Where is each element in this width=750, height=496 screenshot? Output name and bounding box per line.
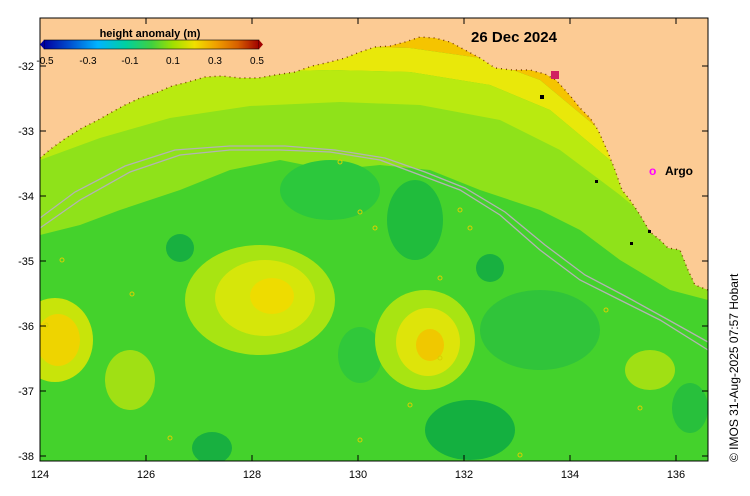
argo-float-marker <box>603 307 609 313</box>
argo-legend-label: Argo <box>665 164 693 178</box>
anomaly-band-yellowgreen <box>40 88 708 300</box>
date-label: 26 Dec 2024 <box>471 29 558 46</box>
argo-float-marker <box>407 402 413 408</box>
y-tick-label: -36 <box>18 321 34 333</box>
coastline <box>40 36 708 291</box>
colorbar-gradient <box>43 39 260 50</box>
anomaly-patch-green-8 <box>672 383 708 433</box>
island-2 <box>595 180 598 183</box>
colorbar-arrow-low <box>40 40 44 49</box>
y-tick-label: -38 <box>18 451 34 463</box>
argo-float-marker <box>637 405 643 411</box>
credit-label: © IMOS 31-Aug-2025 07:57 Hobart <box>727 273 741 462</box>
shelf-contour-1 <box>40 149 708 351</box>
argo-float-marker <box>357 209 363 215</box>
x-tick-label: 134 <box>561 469 579 481</box>
x-tick-label: 124 <box>31 469 49 481</box>
anomaly-patch-green-1 <box>280 160 380 220</box>
island-4 <box>648 230 651 233</box>
anomaly-band-lime <box>40 70 708 268</box>
x-tick-label: 136 <box>667 469 685 481</box>
argo-float-marker <box>517 452 523 458</box>
anomaly-patch-green-9 <box>480 290 600 370</box>
argo-legend: o Argo <box>649 164 693 178</box>
argo-float-marker <box>457 207 463 213</box>
argo-float-marker <box>129 291 135 297</box>
anomaly-patch-green-5 <box>338 327 382 383</box>
colorbar-tick-label: 0.1 <box>166 56 180 67</box>
y-tick-label: -33 <box>18 126 34 138</box>
x-tick-label: 128 <box>243 469 261 481</box>
anomaly-eddy-core-1 <box>250 278 294 314</box>
anomaly-band-gold <box>40 30 708 232</box>
colorbar-tick-label: -0.5 <box>36 56 54 67</box>
island-3 <box>630 242 633 245</box>
anomaly-patch-green-3 <box>166 234 194 262</box>
anomaly-patch-green-7 <box>192 432 232 461</box>
colorbar-arrow-high <box>259 40 263 49</box>
argo-float-marker <box>337 159 343 165</box>
anomaly-eddy-outer-5 <box>105 350 155 410</box>
argo-float-marker <box>357 437 363 443</box>
colorbar-tick-label: -0.3 <box>79 56 97 67</box>
x-tick-label: 130 <box>349 469 367 481</box>
argo-float-marker <box>59 257 65 263</box>
colorbar-tick-label: 0.5 <box>250 56 264 67</box>
argo-legend-symbol: o <box>649 164 656 178</box>
argo-float-marker <box>467 225 473 231</box>
y-tick-label: -32 <box>18 61 34 73</box>
shelf-contour-2 <box>40 145 708 343</box>
x-tick-label: 132 <box>455 469 473 481</box>
anomaly-patch-green-6 <box>425 400 515 460</box>
anomaly-eddy-core-2 <box>416 329 444 361</box>
colorbar: height anomaly (m) -0.5 -0.3 -0.1 0.1 0.… <box>36 28 264 67</box>
y-tick-label: -37 <box>18 386 34 398</box>
colorbar-tick-label: -0.1 <box>121 56 139 67</box>
y-axis <box>40 65 708 457</box>
argo-float-marker <box>372 225 378 231</box>
plot-frame <box>39 17 709 462</box>
anomaly-patch-green-2 <box>387 180 443 260</box>
argo-float-marker <box>43 322 49 328</box>
y-tick-label: -34 <box>18 191 34 203</box>
anomaly-eddy-core-3 <box>40 314 80 366</box>
anomaly-eddy-outer-4 <box>625 350 675 390</box>
x-tick-label: 126 <box>137 469 155 481</box>
argo-float-marker <box>167 435 173 441</box>
anomaly-patch-green-4 <box>476 254 504 282</box>
colorbar-title: height anomaly (m) <box>100 28 201 40</box>
y-tick-label: -35 <box>18 256 34 268</box>
colorbar-tick-label: 0.3 <box>208 56 222 67</box>
map-plot-area <box>40 18 708 461</box>
argo-float-marker <box>437 275 443 281</box>
argo-float-marker <box>437 355 443 361</box>
argo-floats <box>43 159 643 458</box>
argo-highlight-marker <box>551 71 559 79</box>
island-1 <box>540 95 544 99</box>
